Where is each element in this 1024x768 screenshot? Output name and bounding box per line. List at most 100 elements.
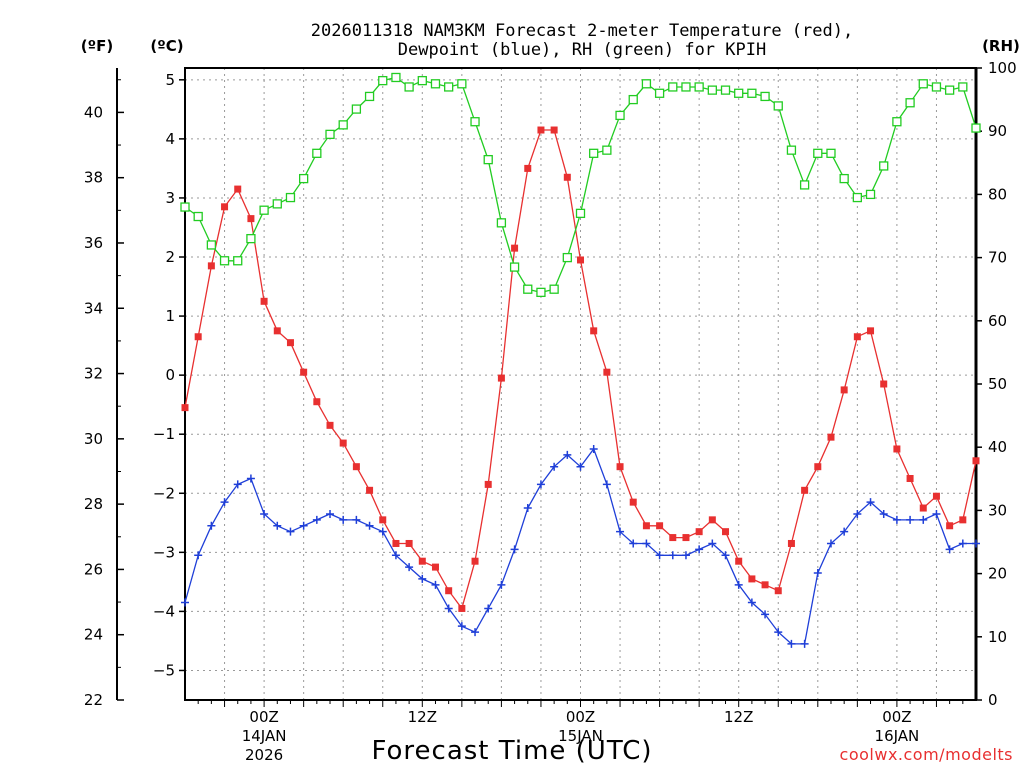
dewpoint-c-point xyxy=(681,551,690,560)
temperature-c-point xyxy=(959,516,967,524)
source-credit: coolwx.com/modelts xyxy=(840,745,1013,764)
celsius-tick-label: 3 xyxy=(165,189,175,207)
x-tick-label: 00Z xyxy=(566,708,595,726)
temperature-c-point xyxy=(656,522,664,530)
relative-humidity-point xyxy=(799,180,810,190)
relative-humidity-point xyxy=(470,117,480,127)
dewpoint-c-point xyxy=(958,539,967,548)
dewpoint-c-point xyxy=(800,639,809,648)
celsius-tick-label: 5 xyxy=(165,71,175,89)
temperature-c-point xyxy=(563,173,571,181)
fahrenheit-tick-label: 30 xyxy=(84,430,103,448)
temperature-c-point xyxy=(906,475,914,483)
fahrenheit-tick-label: 34 xyxy=(84,299,103,317)
relative-humidity-point xyxy=(971,123,981,133)
temperature-c-point xyxy=(603,368,611,376)
relative-humidity-point xyxy=(509,262,520,272)
temperature-c-point xyxy=(629,498,637,506)
temperature-c-point xyxy=(511,244,519,252)
dewpoint-c-point xyxy=(457,622,466,631)
dewpoint-c-point xyxy=(339,515,348,524)
temperature-c-point xyxy=(880,380,888,388)
fahrenheit-tick-label: 26 xyxy=(84,560,103,578)
relative-humidity-point xyxy=(615,110,625,121)
temperature-c-point xyxy=(524,164,532,172)
temperature-c-point xyxy=(445,587,453,595)
x-axis-title: Forecast Time (UTC) xyxy=(371,736,652,766)
temperature-c-point xyxy=(853,333,861,341)
celsius-tick-label: −4 xyxy=(153,602,175,620)
relative-humidity-point xyxy=(364,91,375,102)
rh-tick-label: 80 xyxy=(988,185,1007,203)
fahrenheit-tick-label: 36 xyxy=(84,234,103,252)
temperature-c-point xyxy=(247,215,255,223)
dewpoint-c-point xyxy=(365,521,374,530)
dewpoint-c-point xyxy=(813,569,822,578)
x-tick-year-label: 2026 xyxy=(245,746,283,764)
fahrenheit-tick-label: 28 xyxy=(84,495,103,513)
relative-humidity-point xyxy=(747,88,757,98)
relative-humidity-point xyxy=(773,101,783,111)
rh-tick-label: 70 xyxy=(988,249,1007,267)
relative-humidity-point xyxy=(457,79,467,89)
celsius-tick-label: −1 xyxy=(153,425,175,443)
relative-humidity-point xyxy=(180,202,190,212)
rh-unit-label: (RH) xyxy=(982,37,1020,55)
temperature-c-point xyxy=(431,563,439,571)
relative-humidity-point xyxy=(272,199,282,209)
celsius-tick-label: −5 xyxy=(153,661,175,679)
grid-lines xyxy=(185,68,976,700)
temperature-c-point xyxy=(577,256,584,264)
temperature-c-point xyxy=(392,539,400,547)
relative-humidity-point xyxy=(285,192,296,203)
plot-frame xyxy=(184,67,977,701)
relative-humidity-point xyxy=(444,82,454,92)
dewpoint-c-point xyxy=(563,450,572,459)
temperature-c-point xyxy=(695,528,703,536)
temperature-c-point xyxy=(286,339,294,347)
relative-humidity-point xyxy=(575,208,586,219)
dewpoint-c-point xyxy=(919,515,928,524)
temperature-c-point xyxy=(708,516,716,524)
relative-humidity-point xyxy=(681,82,691,92)
axis-ticks: 22242628303234363840−5−4−3−2−10123450102… xyxy=(84,59,1017,764)
relative-humidity-point xyxy=(523,284,533,294)
dewpoint-c-point xyxy=(747,598,756,607)
relative-humidity-point xyxy=(325,129,335,140)
rh-tick-label: 100 xyxy=(988,59,1017,77)
temperature-c-point xyxy=(221,203,229,211)
relative-humidity-point xyxy=(931,82,942,92)
relative-humidity-point xyxy=(958,82,968,92)
temperature-c-point xyxy=(722,528,730,536)
celsius-tick-label: 4 xyxy=(165,130,175,148)
temperature-c-point xyxy=(497,374,505,382)
temperature-c-point xyxy=(774,587,782,595)
temperature-c-point xyxy=(932,492,940,500)
temperature-c-point xyxy=(300,368,308,376)
temperature-c-point xyxy=(893,445,901,453)
dewpoint-c-point xyxy=(668,551,677,560)
relative-humidity-point xyxy=(430,79,441,89)
temperature-c-point xyxy=(405,539,413,547)
dewpoint-c-point xyxy=(932,509,941,518)
temperature-c-point xyxy=(550,126,558,134)
temperature-c-point xyxy=(590,327,598,335)
dewpoint-c-point xyxy=(629,539,638,548)
temperature-c-point xyxy=(616,463,624,471)
x-tick-date-label: 15JAN xyxy=(558,727,603,745)
temperature-c-point xyxy=(537,126,545,134)
dewpoint-c-point xyxy=(181,598,189,607)
dewpoint-c-point xyxy=(550,462,559,471)
temperature-c-point xyxy=(748,575,756,583)
relative-humidity-point xyxy=(391,72,401,83)
relative-humidity-point xyxy=(654,88,665,98)
relative-humidity-point xyxy=(641,79,652,89)
relative-humidity-point xyxy=(734,88,744,98)
temperature-c-point xyxy=(801,486,809,494)
dewpoint-c-point xyxy=(589,444,598,453)
relative-humidity-point xyxy=(312,148,322,158)
relative-humidity-point xyxy=(536,287,546,298)
relative-humidity-point xyxy=(219,256,230,266)
dewpoint-c-point xyxy=(826,539,835,548)
relative-humidity-point xyxy=(694,82,704,92)
